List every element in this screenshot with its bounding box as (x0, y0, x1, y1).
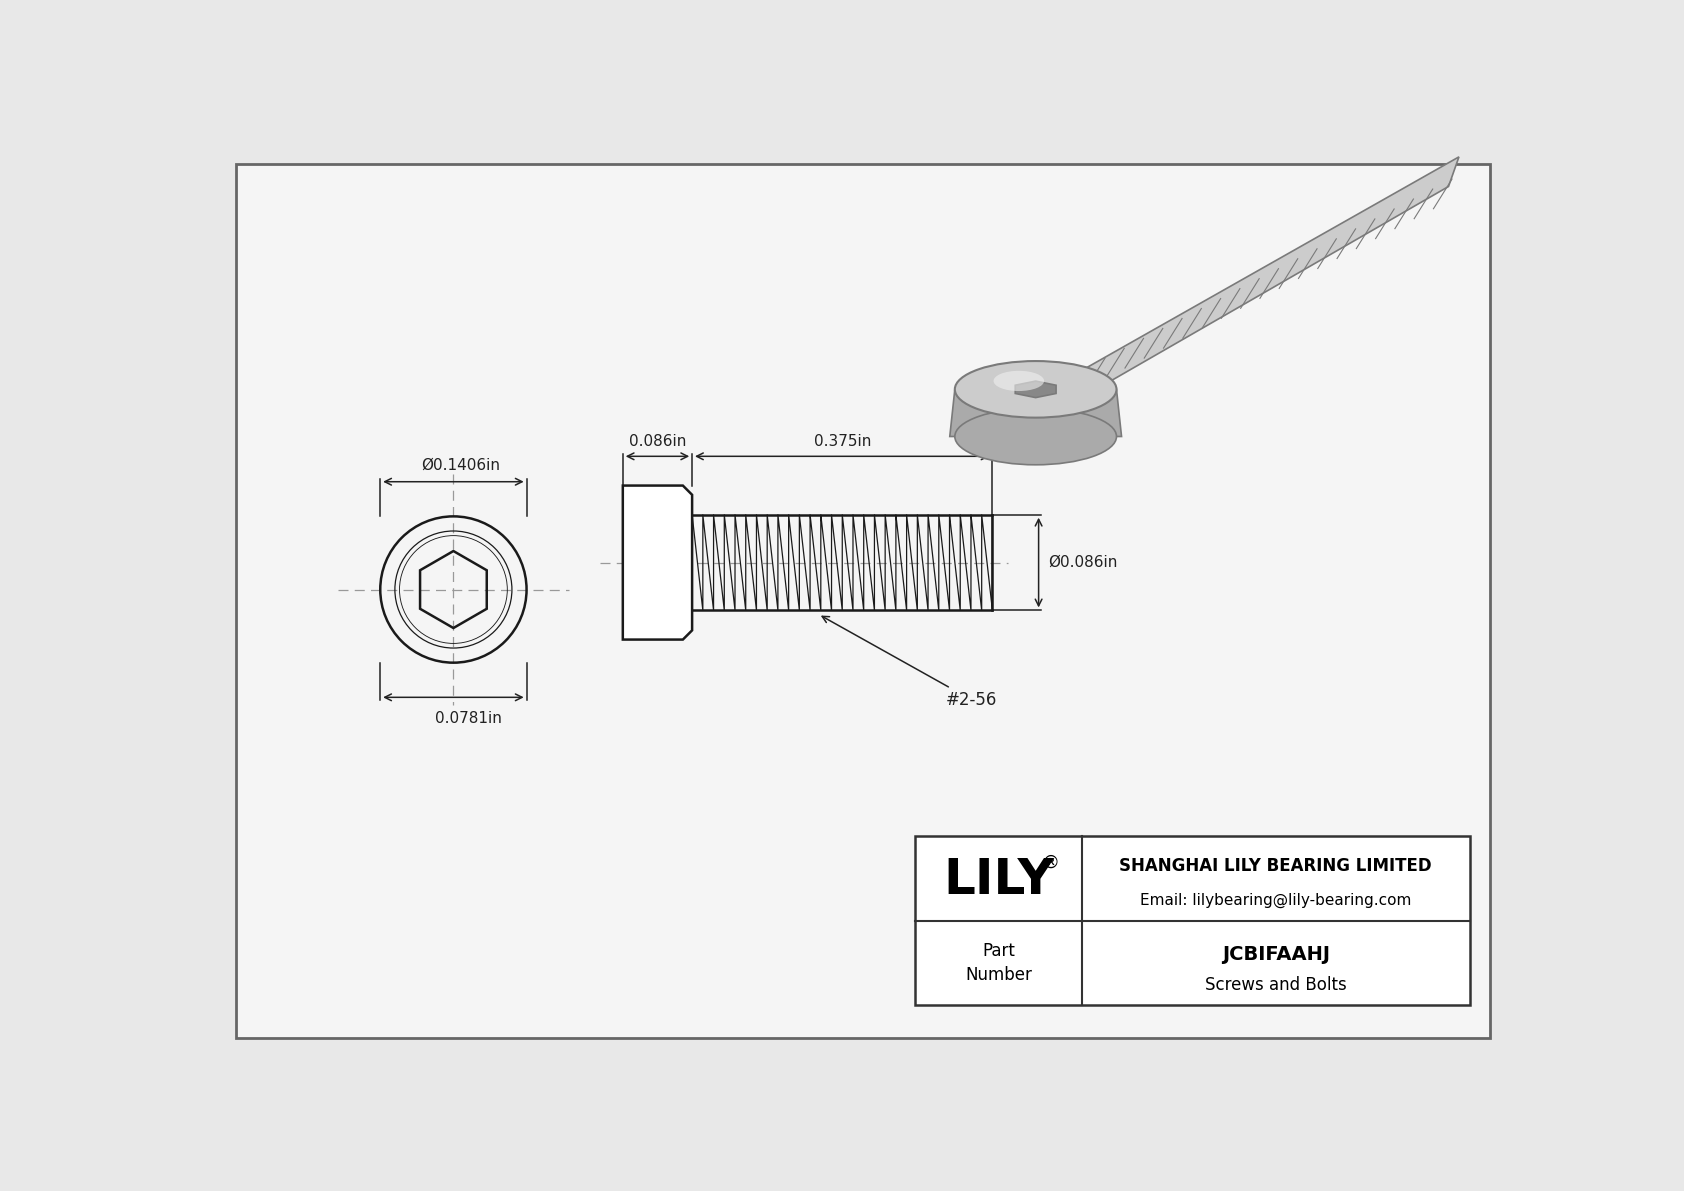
Text: Ø0.086in: Ø0.086in (1047, 555, 1116, 570)
Text: LILY: LILY (943, 856, 1054, 904)
Polygon shape (623, 486, 692, 640)
Text: Email: lilybearing@lily-bearing.com: Email: lilybearing@lily-bearing.com (1140, 893, 1411, 908)
Ellipse shape (955, 409, 1116, 464)
Polygon shape (1015, 381, 1056, 398)
Bar (916, 836, 1470, 1005)
Text: #2-56: #2-56 (822, 617, 997, 709)
Text: SHANGHAI LILY BEARING LIMITED: SHANGHAI LILY BEARING LIMITED (1120, 858, 1431, 875)
Text: 0.0781in: 0.0781in (436, 711, 502, 727)
Text: JCBIFAAHJ: JCBIFAAHJ (1223, 944, 1330, 964)
Text: Ø0.1406in: Ø0.1406in (421, 457, 500, 473)
Text: ®: ® (1042, 854, 1059, 872)
Text: Screws and Bolts: Screws and Bolts (1204, 975, 1347, 994)
Text: 0.086in: 0.086in (628, 434, 685, 449)
Text: 0.375in: 0.375in (813, 434, 871, 449)
Ellipse shape (955, 361, 1116, 418)
Text: Part
Number: Part Number (965, 942, 1032, 984)
Polygon shape (950, 389, 1122, 436)
Polygon shape (1064, 157, 1458, 407)
Ellipse shape (994, 370, 1044, 391)
